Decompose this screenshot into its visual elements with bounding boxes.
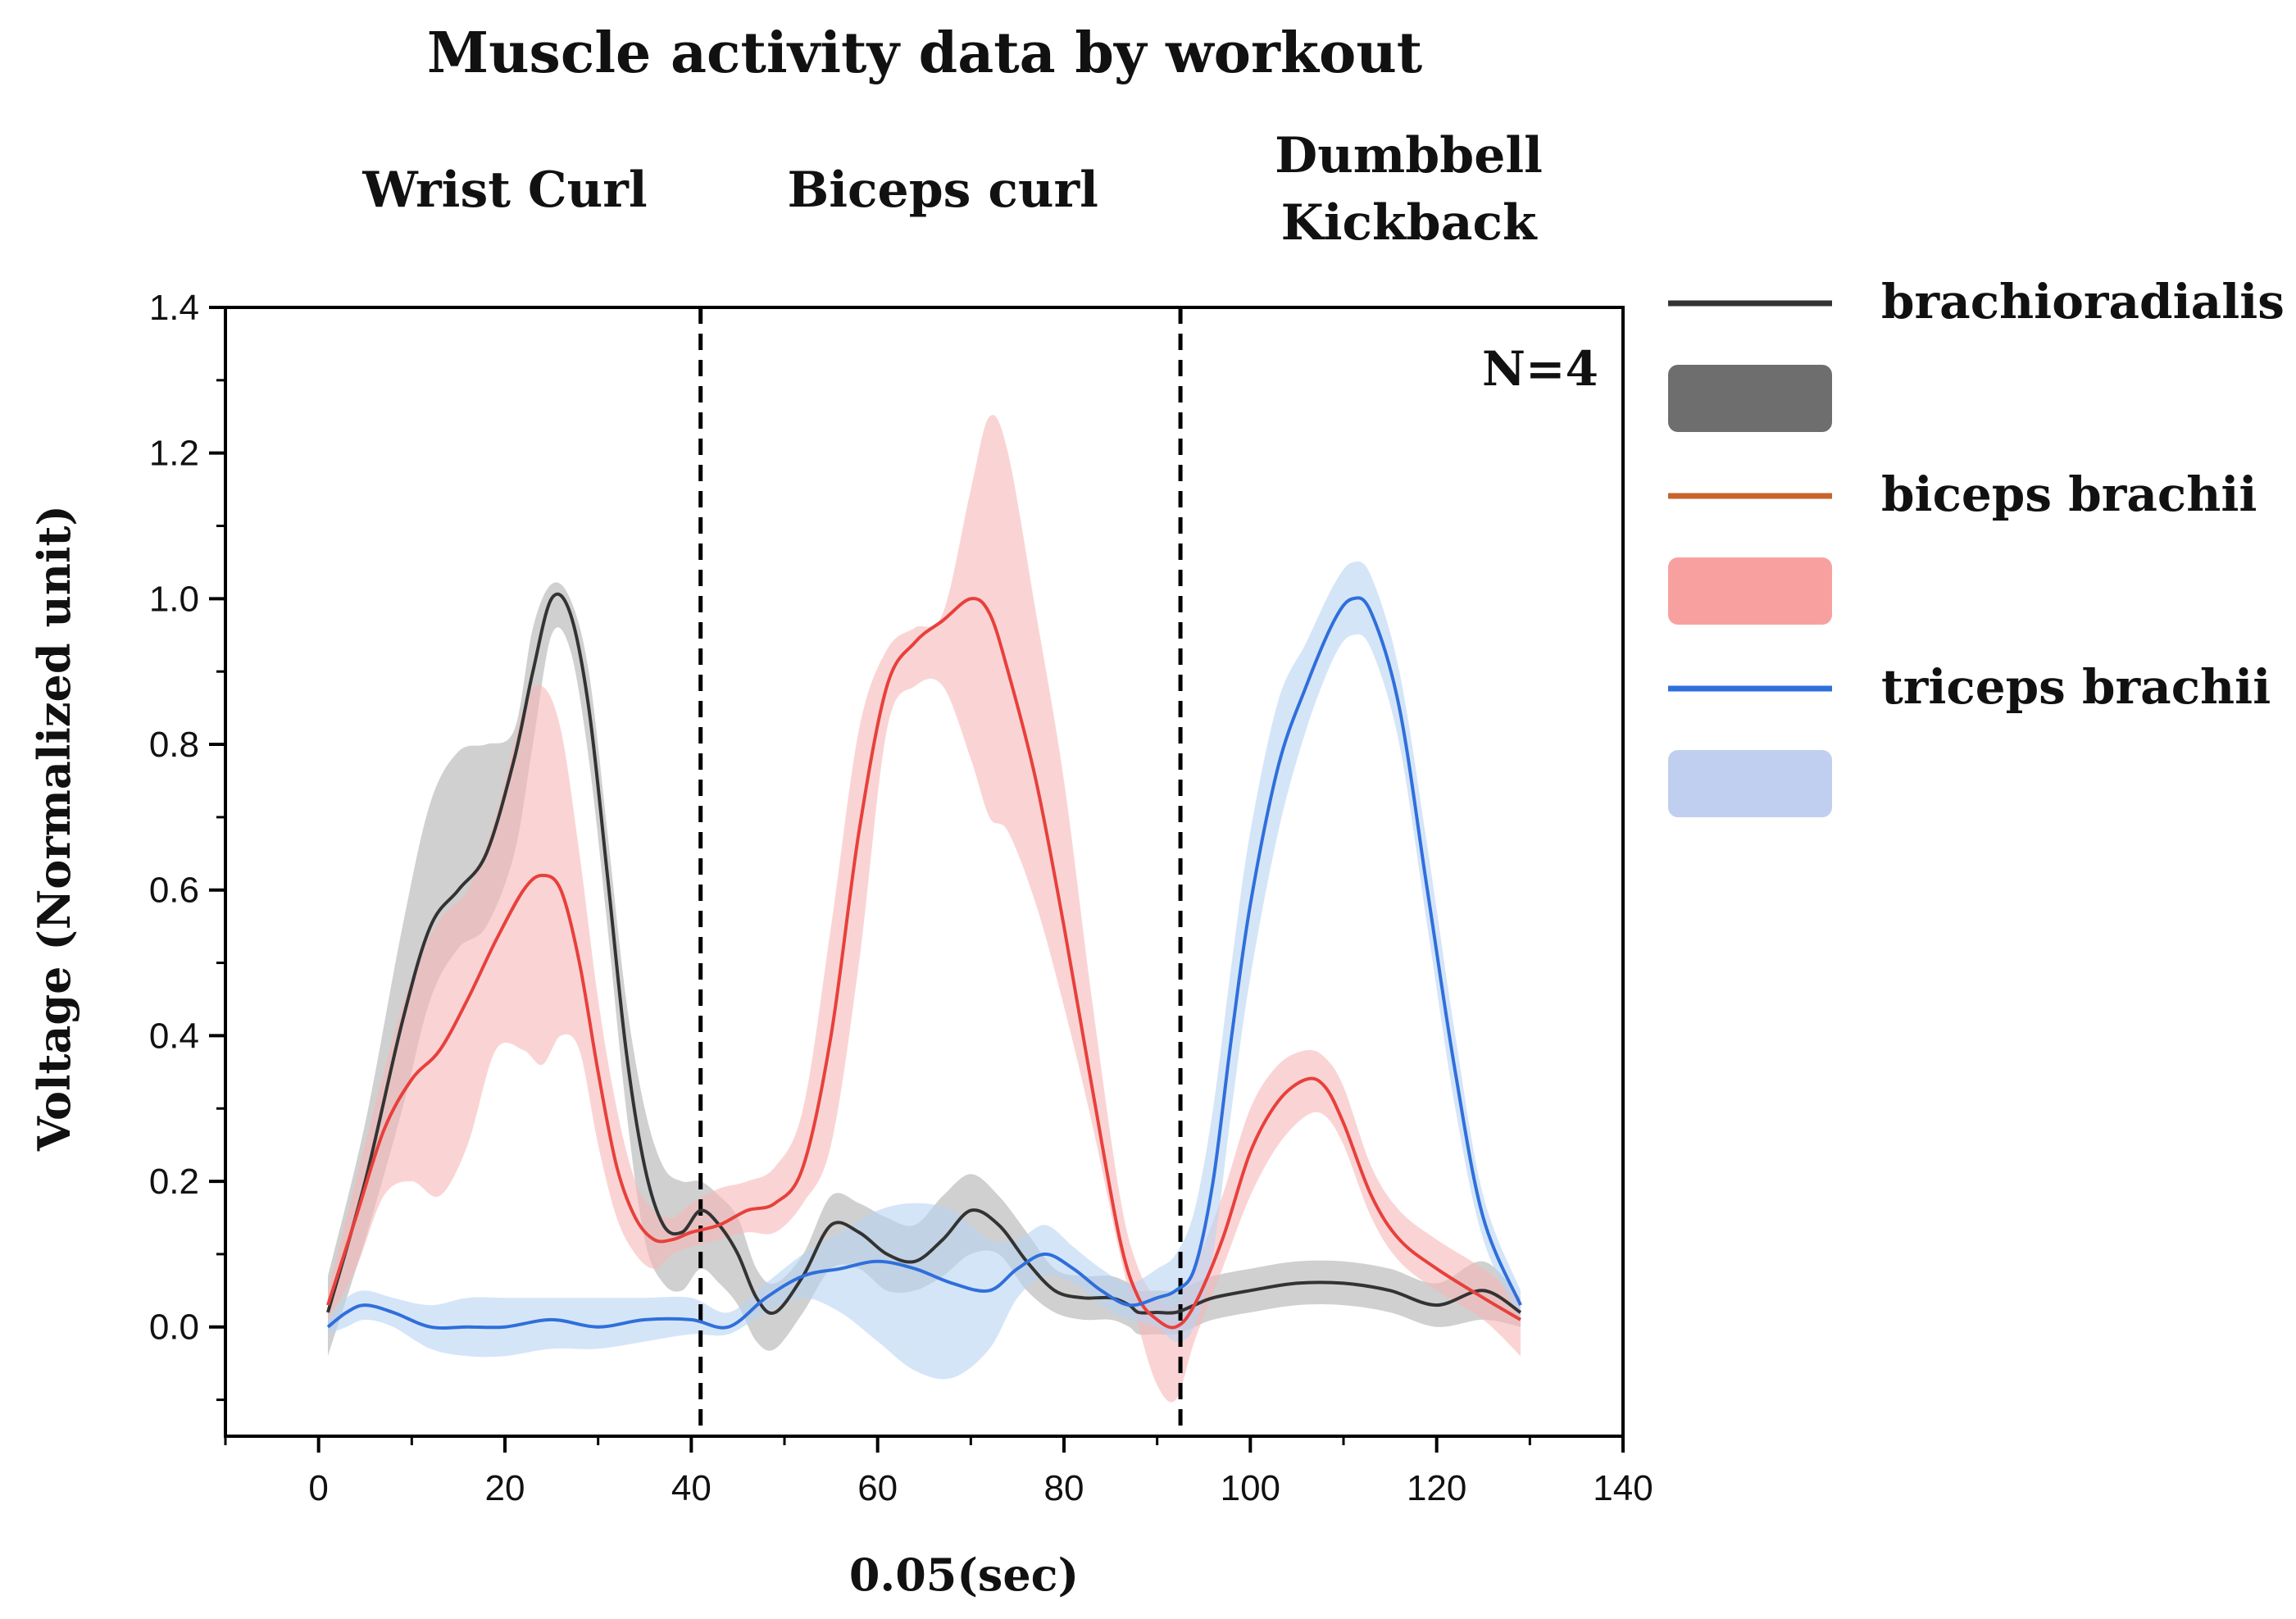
line-biceps-brachii [326, 597, 1522, 1330]
legend-label: triceps brachii [1881, 659, 2271, 715]
x-tick-label: 20 [485, 1468, 525, 1508]
x-tick-label: 120 [1407, 1468, 1466, 1508]
legend-label: biceps brachii [1881, 466, 2257, 522]
y-tick-label: 1.4 [149, 288, 199, 328]
legend-label: brachioradialis [1881, 274, 2285, 330]
axes [224, 306, 1625, 1438]
section-labels: Wrist Curl Biceps curl Dumbbell Kickback [361, 127, 1543, 252]
x-tick-label: 0 [308, 1468, 328, 1508]
y-tick-label: 0.4 [149, 1016, 199, 1056]
section-label-2: Biceps curl [788, 161, 1098, 219]
series-lines [326, 592, 1522, 1330]
band-triceps-brachii [328, 561, 1521, 1380]
legend: brachioradialis biceps brachii triceps bra… [1668, 274, 2285, 817]
confidence-bands [328, 415, 1521, 1403]
band-biceps-brachii [328, 415, 1521, 1403]
x-tick-label: 60 [857, 1468, 898, 1508]
x-tick-label: 80 [1044, 1468, 1084, 1508]
legend-band-swatch-brachioradialis [1668, 365, 1832, 432]
y-tick-label: 0.0 [149, 1307, 199, 1348]
y-tick-label: 0.2 [149, 1162, 199, 1202]
legend-band-swatch-biceps-brachii [1668, 557, 1832, 625]
y-tick-label: 1.0 [149, 579, 199, 619]
x-axis-ticks: 0 20 40 60 80 100 120 140 [224, 1436, 1653, 1508]
chart-title: Muscle activity data by workout [427, 20, 1423, 86]
band-brachioradialis [328, 582, 1521, 1357]
sample-size-annotation: N=4 [1482, 341, 1598, 397]
section-label-3: Kickback [1281, 194, 1538, 252]
plot-frame [224, 306, 1625, 1438]
x-tick-label: 40 [671, 1468, 712, 1508]
y-axis-ticks: 0.0 0.2 0.4 0.6 0.8 1.0 1.2 1.4 [149, 288, 225, 1402]
section-label-3: Dumbbell [1275, 127, 1543, 184]
y-tick-label: 0.8 [149, 725, 199, 765]
y-tick-label: 1.2 [149, 434, 199, 474]
y-axis-title: Voltage (Normalized unit) [28, 505, 80, 1152]
x-tick-label: 140 [1593, 1468, 1653, 1508]
x-axis-title: 0.05(sec) [849, 1549, 1079, 1601]
legend-band-swatch-triceps-brachii [1668, 750, 1832, 817]
section-label-1: Wrist Curl [361, 161, 647, 219]
workout-dividers [698, 307, 1183, 1436]
y-tick-label: 0.6 [149, 871, 199, 911]
x-tick-label: 100 [1221, 1468, 1280, 1508]
line-triceps-brachii [326, 596, 1522, 1330]
